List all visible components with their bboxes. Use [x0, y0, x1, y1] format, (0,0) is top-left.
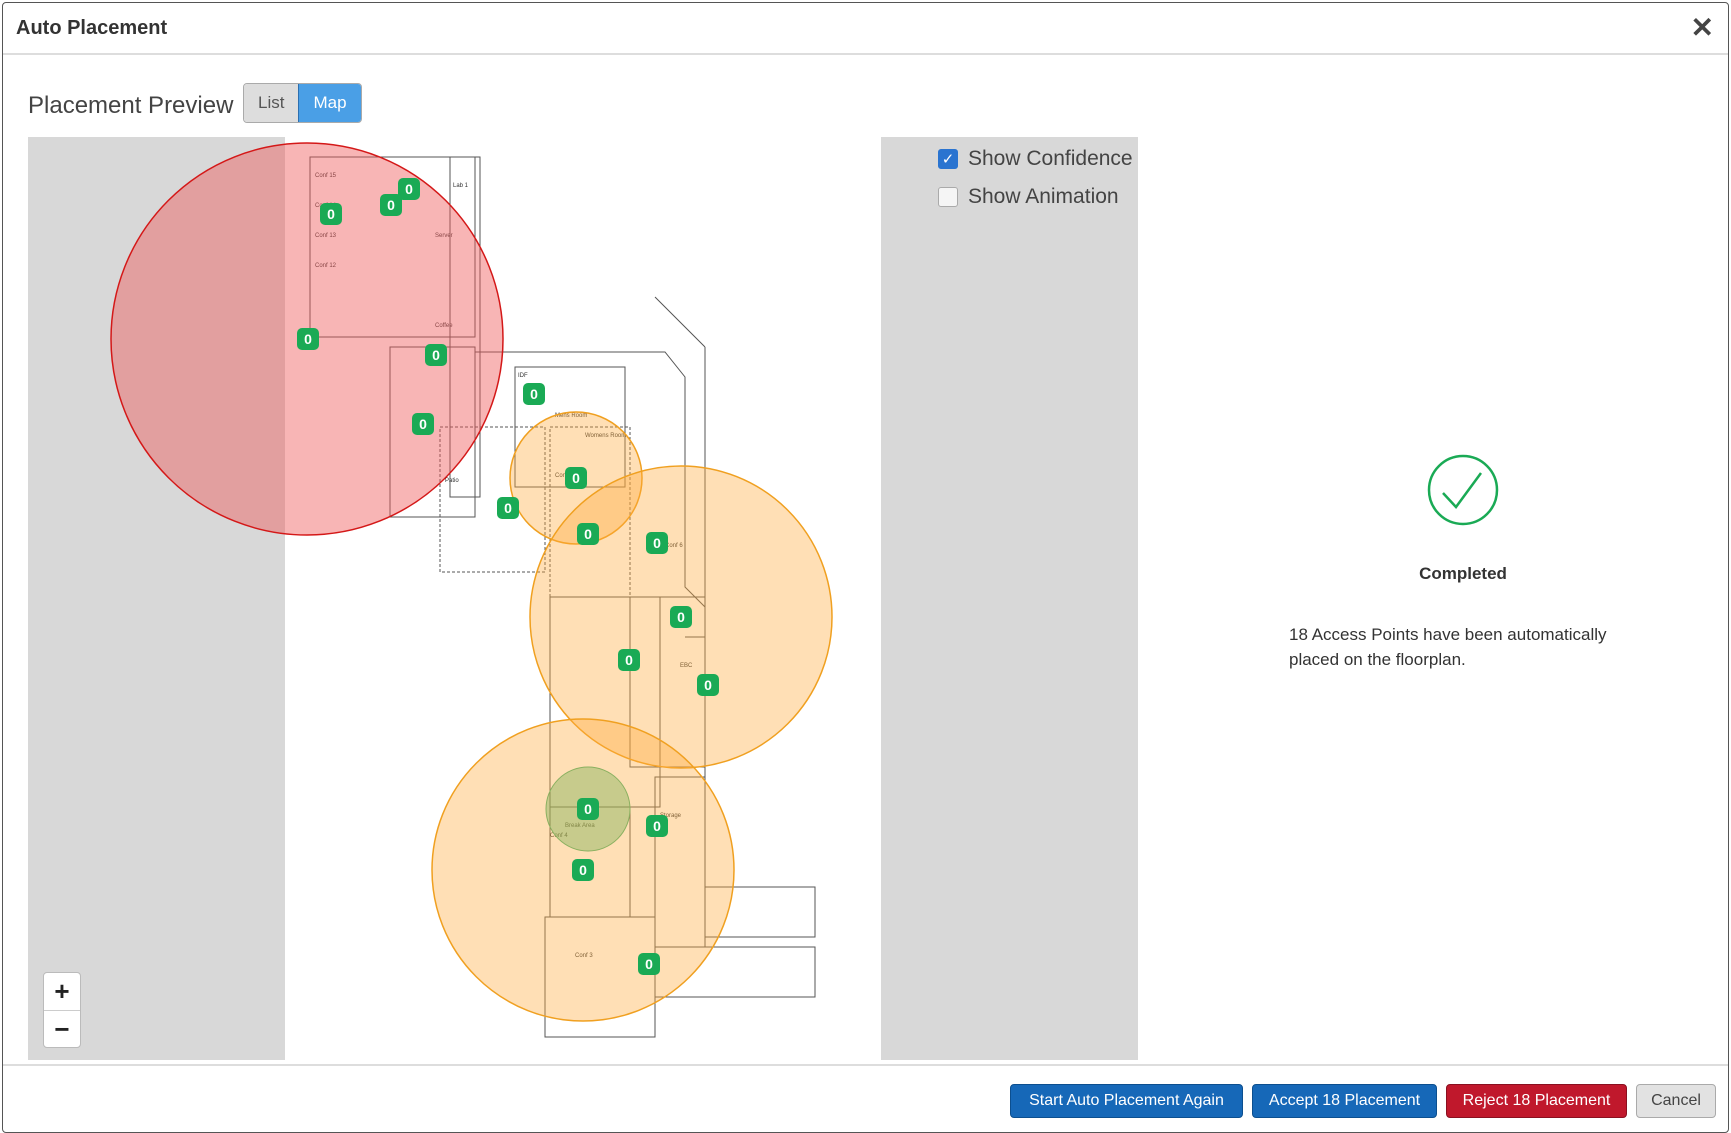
room-label: Lab 1	[453, 183, 469, 189]
access-point-marker[interactable]: 0	[297, 328, 319, 350]
room-label: Conf 15	[315, 173, 337, 179]
zoom-out-button[interactable]: −	[44, 1010, 80, 1047]
map-options: ✓ Show Confidence Show Animation	[938, 147, 1133, 223]
access-point-marker[interactable]: 0	[646, 532, 668, 554]
placement-preview-label: Placement Preview	[28, 92, 234, 119]
show-animation-option[interactable]: Show Animation	[938, 185, 1133, 209]
access-point-marker[interactable]: 0	[638, 953, 660, 975]
floorplan-map[interactable]: Conf 15 Conf 14 Conf 13 Conf 12 Lab 1 Se…	[28, 137, 1138, 1060]
tab-map[interactable]: Map	[298, 84, 361, 122]
access-point-marker[interactable]: 0	[572, 859, 594, 881]
show-animation-checkbox[interactable]	[938, 187, 958, 207]
room-label: Coffee	[435, 323, 453, 329]
access-point-marker[interactable]: 0	[320, 203, 342, 225]
tab-list[interactable]: List	[244, 84, 299, 122]
reject-placement-button[interactable]: Reject 18 Placement	[1446, 1084, 1627, 1118]
start-auto-placement-again-button[interactable]: Start Auto Placement Again	[1010, 1084, 1243, 1118]
dialog-header: Auto Placement ✕	[3, 3, 1728, 55]
room-label: EBC	[680, 663, 693, 669]
status-icon-wrap	[1243, 453, 1683, 532]
floorplan-image: Conf 15 Conf 14 Conf 13 Conf 12 Lab 1 Se…	[285, 137, 881, 1060]
access-point-marker[interactable]: 0	[380, 194, 402, 216]
room-label: Break Area	[565, 823, 595, 829]
room-label: Conf 7	[555, 473, 573, 479]
access-point-marker[interactable]: 0	[577, 798, 599, 820]
status-message: 18 Access Points have been automatically…	[1289, 625, 1607, 669]
accept-placement-button[interactable]: Accept 18 Placement	[1252, 1084, 1437, 1118]
access-point-marker[interactable]: 0	[412, 413, 434, 435]
access-point-marker[interactable]: 0	[398, 178, 420, 200]
room-label: Conf 12	[315, 263, 337, 269]
access-point-marker[interactable]: 0	[618, 649, 640, 671]
status-title: Completed	[1419, 564, 1507, 583]
access-point-marker[interactable]: 0	[425, 344, 447, 366]
zoom-in-button[interactable]: +	[54, 976, 70, 1006]
room-label: Conf 4	[550, 833, 568, 839]
room-label: Storage	[660, 813, 682, 819]
access-point-marker[interactable]: 0	[670, 606, 692, 628]
access-point-marker[interactable]: 0	[697, 674, 719, 696]
view-toggle: List Map	[243, 83, 362, 123]
room-label: Conf 6	[665, 543, 683, 549]
room-label: Mens Room	[555, 413, 587, 419]
room-label: Womens Room	[585, 433, 626, 439]
footer-divider	[3, 1064, 1728, 1066]
room-label: Conf 13	[315, 233, 337, 239]
show-confidence-checkbox[interactable]: ✓	[938, 149, 958, 169]
confidence-overlay	[110, 142, 833, 1022]
access-point-marker[interactable]: 0	[646, 815, 668, 837]
cancel-button[interactable]: Cancel	[1636, 1084, 1716, 1118]
check-circle-icon	[1427, 454, 1499, 526]
room-label: IDF	[518, 373, 528, 379]
room-label: Patio	[445, 478, 459, 484]
room-label: Conf 3	[575, 953, 593, 959]
access-point-marker[interactable]: 0	[577, 523, 599, 545]
access-point-marker[interactable]: 0	[565, 467, 587, 489]
access-point-marker[interactable]: 0	[523, 383, 545, 405]
show-confidence-label: Show Confidence	[968, 147, 1133, 170]
show-confidence-option[interactable]: ✓ Show Confidence	[938, 147, 1133, 171]
room-label: Server	[435, 233, 453, 239]
zoom-control: + −	[43, 972, 81, 1048]
dialog-title: Auto Placement	[16, 17, 168, 39]
access-point-marker[interactable]: 0	[497, 497, 519, 519]
close-icon[interactable]: ✕	[1690, 12, 1714, 43]
show-animation-label: Show Animation	[968, 185, 1119, 208]
